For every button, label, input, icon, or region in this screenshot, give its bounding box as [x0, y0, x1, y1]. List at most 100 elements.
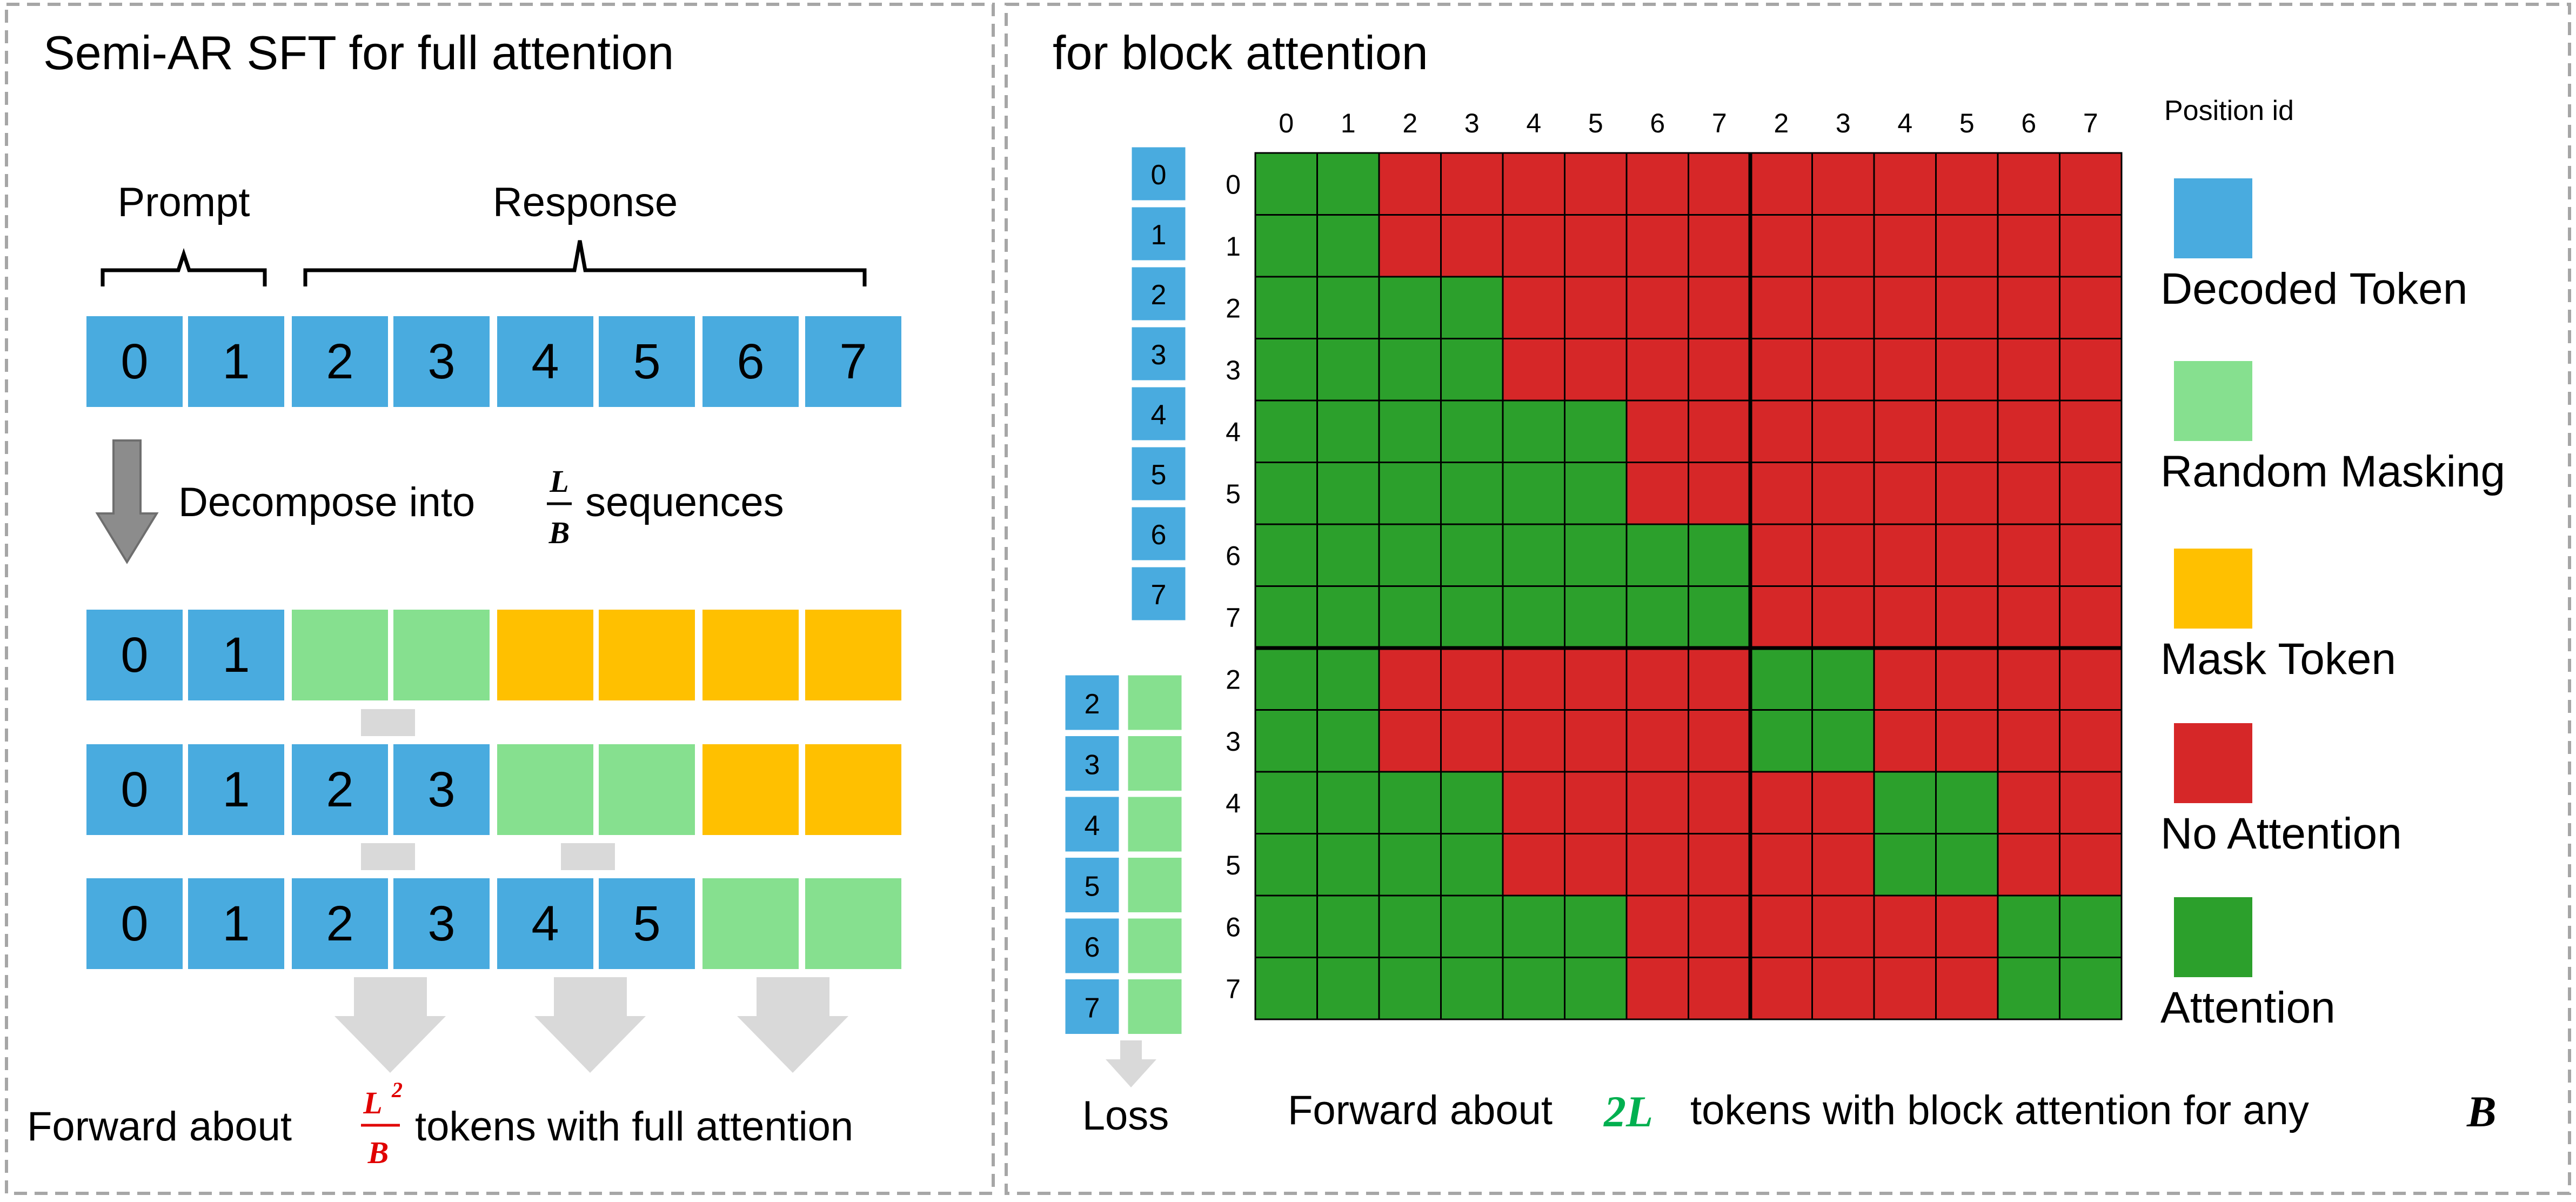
attention-cell	[1316, 338, 1380, 402]
token-label: 2	[326, 896, 353, 951]
left-forward-prefix: Forward about	[27, 1104, 292, 1150]
row-id: 2	[1226, 664, 1241, 695]
response-label: Response	[493, 179, 678, 225]
attention-cell	[1254, 833, 1318, 897]
mask-token-box	[702, 744, 799, 835]
attention-cell	[1502, 957, 1565, 1020]
no-attention-cell	[2059, 152, 2123, 216]
row-id: 6	[1226, 540, 1241, 571]
no-attention-cell	[1749, 523, 1813, 587]
token-label: 7	[839, 334, 867, 389]
side-token-box	[1130, 565, 1187, 622]
no-attention-cell	[1873, 647, 1937, 711]
attention-cell	[1316, 709, 1380, 773]
legend-label: Random Masking	[2160, 447, 2505, 496]
loss-token-box	[1063, 917, 1121, 975]
no-attention-cell	[1935, 338, 1999, 402]
token-box	[599, 316, 695, 407]
attention-cell	[1254, 647, 1318, 711]
legend-swatch	[2174, 723, 2252, 803]
no-attention-cell	[1811, 585, 1875, 649]
column-id: 4	[1897, 108, 1912, 138]
loss-token-box	[1063, 673, 1121, 732]
no-attention-cell	[1811, 338, 1875, 402]
attention-cell	[1502, 462, 1565, 525]
loss-random-box	[1126, 978, 1183, 1036]
no-attention-cell	[1997, 462, 2060, 525]
token-label: 1	[222, 762, 250, 817]
attention-cell	[1378, 276, 1442, 339]
no-attention-cell	[1873, 276, 1937, 339]
decoded-token-box	[599, 878, 695, 969]
token-box	[393, 316, 490, 407]
prompt-brace	[101, 248, 267, 286]
side-token-box	[1130, 325, 1187, 382]
token-label: 3	[427, 334, 455, 389]
prompt-label: Prompt	[118, 179, 250, 225]
row-id: 5	[1226, 850, 1241, 880]
attention-cell	[1935, 833, 1999, 897]
no-attention-cell	[1997, 523, 2060, 587]
no-attention-cell	[1564, 771, 1628, 834]
no-attention-cell	[1625, 399, 1689, 463]
no-attention-cell	[1564, 276, 1628, 339]
attention-cell	[1688, 523, 1751, 587]
token-box	[805, 316, 901, 407]
no-attention-cell	[1997, 833, 2060, 897]
token-label: 0	[121, 334, 148, 389]
no-attention-cell	[1502, 771, 1565, 834]
token-label: 4	[531, 896, 559, 951]
no-attention-cell	[1440, 152, 1504, 216]
left-panel-frame	[5, 3, 995, 1195]
decoded-token-box	[86, 744, 183, 835]
decompose-prefix: Decompose into	[178, 479, 475, 525]
no-attention-cell	[1749, 771, 1813, 834]
attention-cell	[1378, 585, 1442, 649]
decoded-token-box	[393, 744, 490, 835]
side-token-label: 7	[1151, 579, 1167, 611]
row-id: 2	[1226, 293, 1241, 323]
attention-cell	[2059, 957, 2123, 1020]
column-id: 2	[1402, 108, 1417, 138]
no-attention-cell	[2059, 462, 2123, 525]
side-token-label: 3	[1151, 339, 1167, 371]
attention-cell	[1316, 894, 1380, 958]
attention-cell	[1873, 771, 1937, 834]
forward-arrow	[737, 977, 848, 1073]
row-connector	[361, 709, 415, 736]
decompose-suffix: sequences	[585, 479, 784, 525]
no-attention-cell	[1811, 957, 1875, 1020]
attention-cell	[1316, 462, 1380, 525]
no-attention-cell	[1625, 771, 1689, 834]
attention-cell	[1378, 399, 1442, 463]
no-attention-cell	[1997, 214, 2060, 278]
column-id: 3	[1836, 108, 1851, 138]
decoded-token-box	[188, 610, 284, 700]
no-attention-cell	[1625, 214, 1689, 278]
attention-cell	[1316, 399, 1380, 463]
no-attention-cell	[1502, 152, 1565, 216]
no-attention-cell	[1625, 152, 1689, 216]
loss-random-box	[1126, 795, 1183, 853]
no-attention-cell	[1749, 585, 1813, 649]
no-attention-cell	[2059, 647, 2123, 711]
token-box	[188, 316, 284, 407]
attention-cell	[1254, 214, 1318, 278]
no-attention-cell	[1749, 152, 1813, 216]
loss-token-label: 4	[1085, 810, 1100, 842]
no-attention-cell	[1378, 214, 1442, 278]
no-attention-cell	[1440, 647, 1504, 711]
attention-cell	[1749, 647, 1813, 711]
no-attention-cell	[1935, 523, 1999, 587]
side-token-box	[1130, 265, 1187, 322]
no-attention-cell	[1935, 709, 1999, 773]
no-attention-cell	[1625, 957, 1689, 1020]
no-attention-cell	[1935, 152, 1999, 216]
loss-random-box	[1126, 673, 1183, 732]
no-attention-cell	[1935, 894, 1999, 958]
no-attention-cell	[1440, 214, 1504, 278]
column-id: 5	[1959, 108, 1975, 138]
no-attention-cell	[1564, 647, 1628, 711]
row-id: 7	[1226, 603, 1241, 633]
attention-cell	[1749, 709, 1813, 773]
